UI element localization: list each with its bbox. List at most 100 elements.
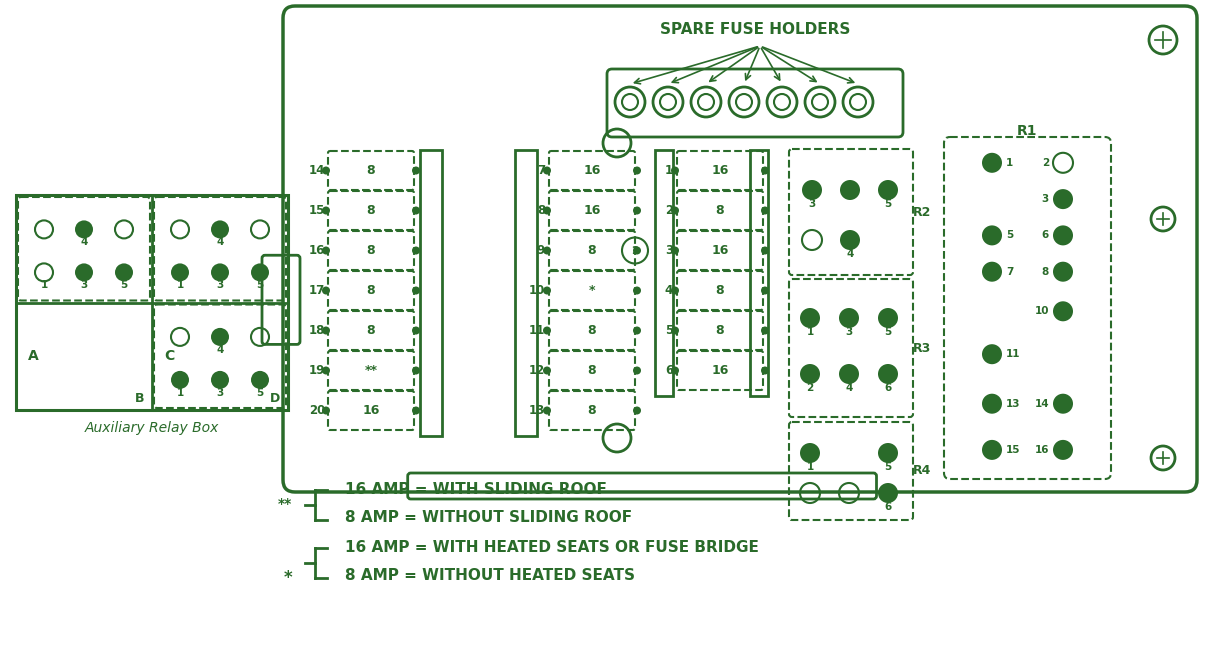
- Text: 10: 10: [529, 284, 545, 297]
- Text: SPARE FUSE HOLDERS: SPARE FUSE HOLDERS: [660, 22, 850, 38]
- Circle shape: [839, 308, 859, 328]
- Text: 15: 15: [309, 204, 325, 217]
- Circle shape: [633, 246, 641, 255]
- Circle shape: [671, 327, 679, 335]
- Circle shape: [878, 180, 898, 200]
- Circle shape: [800, 364, 821, 384]
- Circle shape: [322, 286, 330, 294]
- Circle shape: [633, 366, 641, 374]
- Text: 16: 16: [1035, 445, 1048, 455]
- Text: 8: 8: [588, 244, 596, 257]
- Text: 16: 16: [711, 244, 728, 257]
- Circle shape: [761, 166, 769, 174]
- Circle shape: [802, 180, 822, 200]
- Text: 11: 11: [1007, 349, 1020, 359]
- Bar: [515, 150, 537, 436]
- Circle shape: [633, 286, 641, 294]
- Text: 3: 3: [80, 280, 87, 290]
- Circle shape: [411, 286, 420, 294]
- Text: 15: 15: [1007, 445, 1020, 455]
- Text: 2: 2: [807, 383, 813, 393]
- Text: 2: 2: [665, 204, 673, 217]
- Circle shape: [251, 263, 269, 281]
- Text: 20: 20: [309, 404, 325, 417]
- Text: 8 AMP = WITHOUT HEATED SEATS: 8 AMP = WITHOUT HEATED SEATS: [345, 568, 634, 583]
- Text: 5: 5: [1007, 230, 1013, 240]
- Circle shape: [543, 246, 551, 255]
- Text: *: *: [283, 569, 292, 587]
- Circle shape: [411, 166, 420, 174]
- Circle shape: [75, 220, 92, 238]
- Text: 11: 11: [529, 324, 545, 337]
- Text: 9: 9: [537, 244, 545, 257]
- Text: 19: 19: [309, 364, 325, 377]
- Circle shape: [761, 327, 769, 335]
- Circle shape: [1053, 440, 1073, 460]
- Circle shape: [982, 440, 1002, 460]
- Circle shape: [761, 366, 769, 374]
- Text: *: *: [589, 284, 595, 297]
- Circle shape: [982, 394, 1002, 414]
- Text: 3: 3: [808, 199, 816, 209]
- Text: 5: 5: [256, 280, 264, 290]
- Bar: [655, 150, 673, 396]
- Text: 2: 2: [1042, 158, 1048, 168]
- Text: 3: 3: [845, 327, 853, 337]
- Circle shape: [800, 443, 821, 463]
- Circle shape: [840, 180, 860, 200]
- Text: R4: R4: [913, 465, 931, 477]
- Text: 1: 1: [176, 280, 184, 290]
- Circle shape: [411, 366, 420, 374]
- Text: 13: 13: [529, 404, 545, 417]
- Text: C: C: [164, 349, 174, 363]
- Text: 5: 5: [256, 388, 264, 398]
- Text: 5: 5: [885, 462, 892, 472]
- Text: 8: 8: [588, 364, 596, 377]
- Text: 8: 8: [716, 204, 724, 217]
- Text: 5: 5: [121, 280, 128, 290]
- Bar: [750, 150, 768, 396]
- Text: 16: 16: [309, 244, 325, 257]
- Text: 2: 2: [631, 246, 639, 255]
- Text: 13: 13: [1007, 399, 1020, 409]
- Text: Auxiliary Relay Box: Auxiliary Relay Box: [85, 421, 219, 435]
- Text: 8: 8: [537, 204, 545, 217]
- Circle shape: [251, 371, 269, 389]
- Text: 6: 6: [1042, 230, 1048, 240]
- Text: 16: 16: [711, 164, 728, 177]
- Circle shape: [633, 327, 641, 335]
- Bar: [16, 195, 288, 410]
- Circle shape: [671, 246, 679, 255]
- Text: R2: R2: [913, 205, 931, 218]
- Text: 4: 4: [845, 383, 853, 393]
- Text: 4: 4: [217, 345, 224, 355]
- Text: 6: 6: [885, 383, 892, 393]
- Text: 5: 5: [885, 199, 892, 209]
- Circle shape: [211, 371, 229, 389]
- Circle shape: [982, 345, 1002, 364]
- Text: 16: 16: [583, 204, 601, 217]
- Text: 4: 4: [846, 249, 854, 259]
- Circle shape: [1053, 394, 1073, 414]
- Circle shape: [322, 207, 330, 215]
- Circle shape: [878, 364, 898, 384]
- Circle shape: [322, 407, 330, 414]
- Circle shape: [761, 207, 769, 215]
- Circle shape: [211, 263, 229, 281]
- Circle shape: [171, 263, 188, 281]
- Circle shape: [878, 483, 898, 503]
- Text: 8: 8: [1042, 267, 1048, 277]
- Circle shape: [543, 327, 551, 335]
- Circle shape: [671, 207, 679, 215]
- Text: 8: 8: [367, 324, 376, 337]
- Circle shape: [878, 308, 898, 328]
- Text: 17: 17: [309, 284, 325, 297]
- Circle shape: [411, 207, 420, 215]
- Text: R1: R1: [1018, 124, 1037, 138]
- Text: D: D: [270, 391, 280, 405]
- Text: R3: R3: [913, 341, 931, 354]
- Text: 8: 8: [716, 324, 724, 337]
- Circle shape: [171, 371, 188, 389]
- Text: 16: 16: [583, 164, 601, 177]
- Text: B: B: [134, 391, 144, 405]
